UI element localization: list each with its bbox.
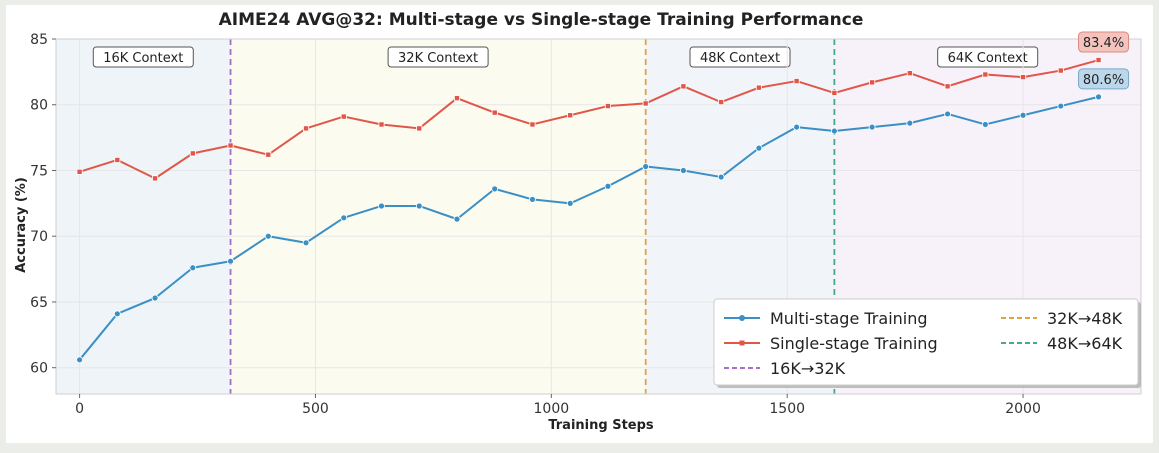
y-tick-label-1: 65 [30,295,48,311]
data-point [680,83,687,90]
data-point [529,196,536,203]
data-point [604,103,611,110]
data-point [303,125,310,132]
chart-container: AIME24 AVG@32: Multi-stage vs Single-sta… [6,5,1153,443]
end-value-label-0: 80.6% [1083,73,1124,88]
data-point [189,150,196,157]
data-point [793,78,800,85]
series-line-0 [78,95,1099,361]
data-point [264,232,272,240]
end-value-box-1 [1078,31,1130,53]
y-tick-label-4: 80 [30,98,48,114]
data-point [642,163,650,170]
data-point [491,185,499,193]
end-value-label-1: 83.4% [1083,36,1124,51]
context-region-1 [230,39,646,394]
chart-title: AIME24 AVG@32: Multi-stage vs Single-sta… [219,10,864,30]
x-tick-label-3: 1500 [769,401,805,417]
context-label-box-3 [937,46,1039,68]
y-axis-label: Accuracy (%) [14,177,29,273]
data-point [944,110,951,118]
legend-marker-0 [739,315,745,321]
data-point [1020,74,1027,81]
data-point [529,121,536,128]
context-label-box-2 [689,46,791,68]
data-point [76,168,83,175]
data-point [982,71,989,78]
data-point [415,202,423,210]
context-label-3: 64K Context [948,51,1028,66]
line-chart: AIME24 AVG@32: Multi-stage vs Single-sta… [14,10,1142,433]
data-point [642,100,649,107]
y-tick-label-2: 70 [30,229,48,245]
data-point [453,95,460,102]
legend [713,298,1139,386]
data-point [830,127,838,135]
data-point [227,142,234,149]
data-point [151,294,159,302]
legend-label-0: Multi-stage Training [770,309,928,328]
legend-label-1: Single-stage Training [770,334,938,353]
data-point [152,175,159,182]
data-point [906,119,914,127]
end-value-box-0 [1078,68,1130,90]
data-point [1057,102,1065,110]
data-point [566,199,574,207]
data-point [76,356,83,364]
data-point [1095,57,1102,64]
data-point [981,121,989,128]
legend-label-2: 16K→32K [770,359,846,378]
y-tick-label-0: 60 [30,361,48,377]
data-point [265,151,272,158]
data-point [718,99,725,106]
x-tick-label-4: 2000 [1005,401,1041,417]
x-axis-label: Training Steps [548,418,654,433]
context-label-2: 48K Context [700,51,780,66]
data-point [302,239,310,247]
data-point [189,264,197,272]
context-label-box-0 [92,46,194,68]
x-tick-label-2: 1000 [534,401,570,417]
series-line-1 [79,59,1099,180]
data-point [340,214,348,222]
data-point [113,310,121,318]
data-point [378,121,385,128]
data-point [416,125,423,132]
data-point [1019,111,1027,119]
data-point [491,109,498,116]
context-label-box-1 [387,46,489,68]
x-tick-label-1: 500 [302,401,329,417]
data-point [868,123,876,131]
data-point [227,257,234,265]
data-point [680,167,687,174]
data-point [793,123,801,131]
context-region-0 [56,39,231,394]
data-point [869,79,876,86]
legend-label-3: 32K→48K [1047,309,1123,328]
data-point [717,173,725,181]
legend-label-4: 48K→64K [1047,334,1123,353]
y-tick-label-3: 75 [30,163,48,179]
y-tick-label-5: 85 [30,32,48,48]
data-point [453,215,461,223]
data-point [755,144,763,152]
data-point [831,89,838,96]
context-label-1: 32K Context [398,51,478,66]
data-point [755,84,762,91]
context-label-0: 16K Context [103,51,183,66]
data-point [604,182,612,190]
data-point [567,112,574,119]
plot-border [55,38,1142,395]
data-point [340,113,347,120]
data-point [114,156,121,163]
data-point [944,83,951,90]
data-point [906,70,913,77]
data-point [378,202,385,210]
legend-marker-1 [739,340,745,346]
data-point [1095,93,1102,101]
data-point [1057,67,1064,74]
x-tick-label-0: 0 [75,401,84,417]
